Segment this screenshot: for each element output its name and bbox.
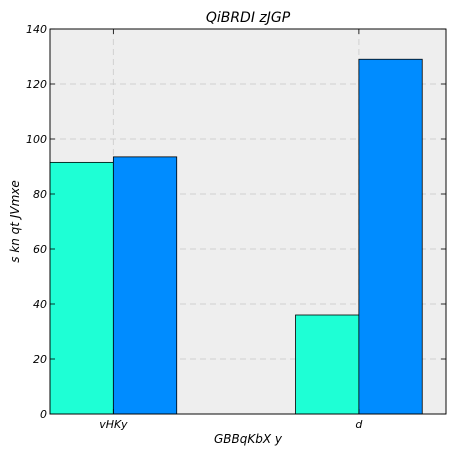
chart-title: QiBRDI zJGP (206, 10, 291, 26)
bar-series-2-vHKy (112, 156, 178, 415)
axis-ticks: 0 20 40 60 80 100 120 140 vHKy d (26, 23, 446, 431)
x-axis-label: GBBqKbX y (214, 432, 283, 446)
y-tick-label: 0 (40, 408, 47, 421)
y-tick-label: 80 (33, 188, 47, 201)
bar-series-1-d (295, 314, 360, 415)
x-tick-label: d (355, 418, 363, 431)
y-tick-label: 20 (33, 353, 47, 366)
y-tick-label: 60 (33, 243, 47, 256)
y-tick-label: 40 (33, 298, 47, 311)
bars (49, 58, 423, 415)
x-tick-label: vHKy (99, 418, 128, 431)
bar-series-1-vHKy (49, 161, 114, 415)
bar-series-2-d (358, 58, 423, 415)
plot-frame (49, 28, 447, 415)
y-tick-label: 140 (26, 23, 47, 36)
y-tick-label: 100 (26, 133, 47, 146)
y-axis-label: s kn qt JVmxe (8, 180, 22, 263)
y-tick-label: 120 (26, 78, 47, 91)
